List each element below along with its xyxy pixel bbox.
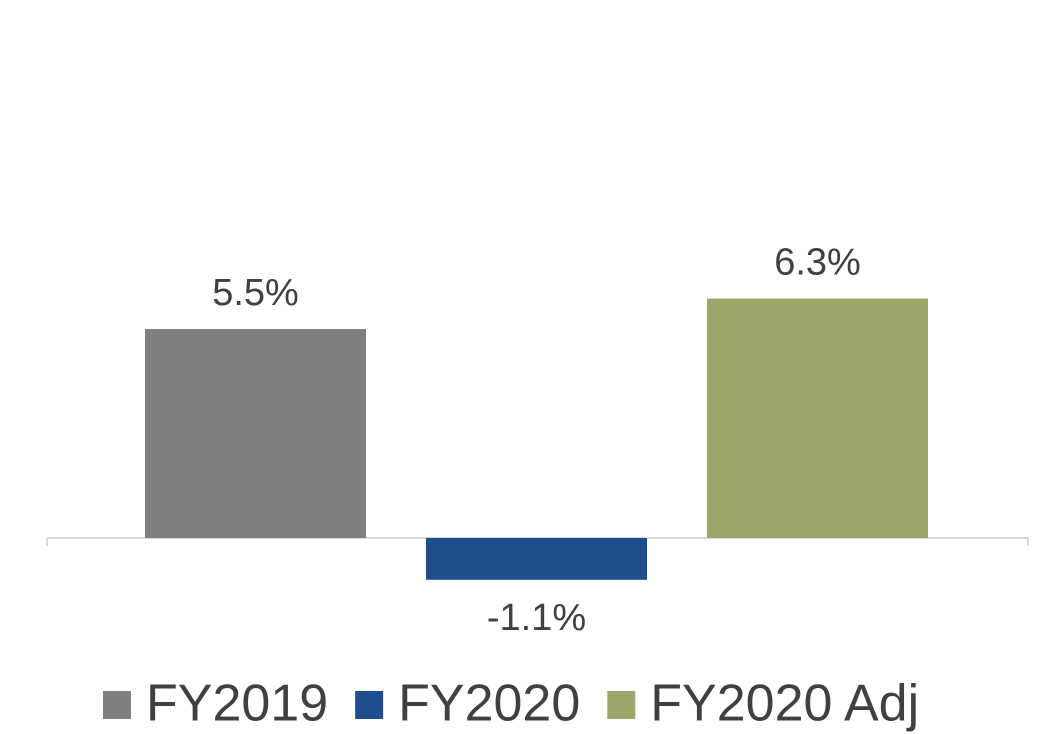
bar bbox=[707, 298, 928, 538]
legend-label: FY2019 bbox=[146, 675, 328, 733]
legend-label: FY2020 Adj bbox=[650, 675, 919, 733]
bar bbox=[145, 329, 366, 538]
data-label: -1.1% bbox=[487, 597, 586, 639]
legend-swatch bbox=[607, 691, 636, 719]
bar bbox=[426, 538, 647, 580]
legend-swatch bbox=[103, 691, 131, 719]
data-label: 6.3% bbox=[774, 242, 861, 284]
legend-swatch bbox=[355, 691, 384, 719]
data-label: 5.5% bbox=[212, 272, 299, 314]
legend-label: FY2020 bbox=[398, 675, 580, 733]
